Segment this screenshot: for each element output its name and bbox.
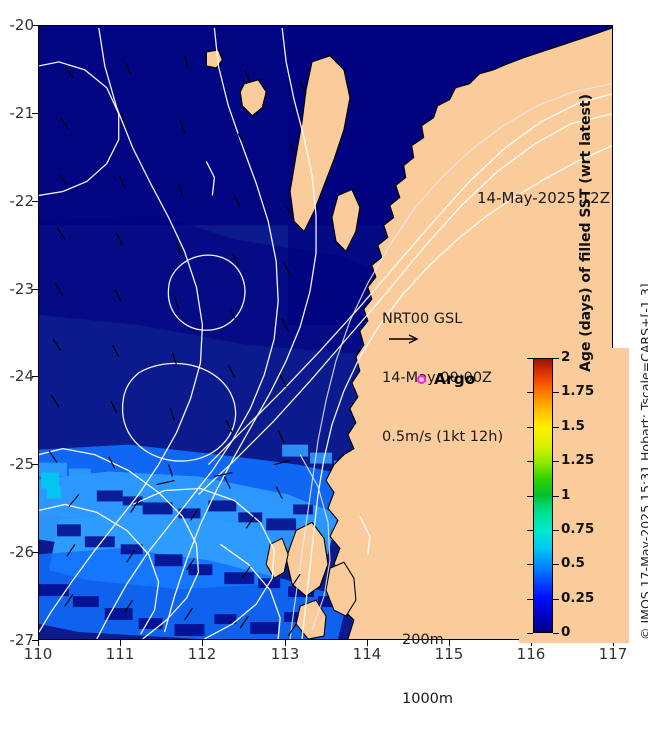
colorbar-tick: [527, 496, 533, 498]
colorbar-tick: [553, 358, 559, 360]
colorbar-tick: [527, 564, 533, 566]
colorbar-tick-label: 0.75: [561, 521, 595, 537]
colorbar-tick: [553, 599, 559, 601]
colorbar-tick: [553, 633, 559, 635]
colorbar-tick: [553, 461, 559, 463]
sst-age-raster: .c00{fill:#00007f}.c01{fill:#0b1a8c}.c02…: [39, 26, 612, 639]
xtick-mark: [367, 640, 369, 646]
colorbar-tick: [553, 427, 559, 429]
current-scale-label: 0.5m/s (1kt 12h): [382, 428, 504, 445]
depth-contour-200m-label: 200m: [402, 632, 444, 649]
colorbar-title: Age (days) of filled SST (wrt latest): [578, 94, 594, 372]
xtick-mark: [449, 640, 451, 646]
current-source-label: NRT00 GSL: [382, 311, 463, 328]
ytick-label: -25: [9, 455, 35, 473]
xtick-mark: [202, 640, 204, 646]
colorbar-tick-label: 0.5: [561, 555, 585, 571]
colorbar-tick: [527, 461, 533, 463]
xtick-label: 115: [434, 645, 464, 663]
xtick-mark: [531, 640, 533, 646]
argo-marker-icon: [417, 375, 426, 384]
xtick-label: 116: [516, 645, 546, 663]
colorbar-tick-label: 1: [561, 487, 571, 503]
colorbar-tick: [553, 392, 559, 394]
xtick-label: 117: [598, 645, 628, 663]
ytick-mark: [32, 25, 38, 27]
ytick-mark: [32, 289, 38, 291]
colorbar-tick: [527, 633, 533, 635]
xtick-label: 113: [270, 645, 300, 663]
ytick-label: -21: [9, 104, 35, 122]
map-plot-area: .c00{fill:#00007f}.c01{fill:#0b1a8c}.c02…: [38, 25, 613, 640]
xtick-mark: [613, 640, 615, 646]
colorbar-tick: [553, 496, 559, 498]
xtick-label: 114: [352, 645, 382, 663]
xtick-mark: [120, 640, 122, 646]
colorbar-tick: [527, 530, 533, 532]
colorbar-tick-label: 0: [561, 624, 571, 640]
colorbar-tick: [553, 564, 559, 566]
colorbar-tick-label: 1.5: [561, 418, 585, 434]
colorbar-tick: [527, 599, 533, 601]
ytick-label: -23: [9, 280, 35, 298]
ytick-label: -26: [9, 543, 35, 561]
current-scale-arrow-icon: [388, 330, 422, 344]
ytick-label: -24: [9, 367, 35, 385]
colorbar-tick-label: 0.25: [561, 590, 595, 606]
colorbar-tick: [527, 392, 533, 394]
colorbar-tick: [553, 530, 559, 532]
ytick-label: -22: [9, 192, 35, 210]
colorbar-tick-label: 1.25: [561, 452, 595, 468]
argo-label: Argo: [434, 370, 476, 388]
colorbar-tick-label: 2: [561, 349, 571, 365]
date-stamp-annotation: 14-May-2025 12Z: [477, 189, 610, 207]
credit-text: © IMOS 17-May-2025 15:31 Hobart; Tscale=…: [638, 283, 648, 640]
xtick-mark: [38, 640, 40, 646]
ytick-label: -20: [9, 16, 35, 34]
ytick-mark: [32, 640, 38, 642]
xtick-label: 110: [23, 645, 53, 663]
depth-contour-1000m-label: 1000m: [402, 690, 454, 707]
colorbar-tick: [527, 427, 533, 429]
ytick-mark: [32, 376, 38, 378]
colorbar-tick-label: 1.75: [561, 383, 595, 399]
colorbar-gradient: [533, 358, 553, 633]
xtick-mark: [285, 640, 287, 646]
sst-age-map-figure: .c00{fill:#00007f}.c01{fill:#0b1a8c}.c02…: [9, 16, 648, 707]
colorbar-tick: [527, 358, 533, 360]
ytick-mark: [32, 201, 38, 203]
xtick-label: 112: [187, 645, 217, 663]
ytick-mark: [32, 464, 38, 466]
ytick-mark: [32, 113, 38, 115]
depth-contour-legend: 200m 1000m: [402, 592, 453, 749]
ytick-label: -27: [9, 631, 35, 649]
ytick-mark: [32, 552, 38, 554]
xtick-label: 111: [105, 645, 135, 663]
